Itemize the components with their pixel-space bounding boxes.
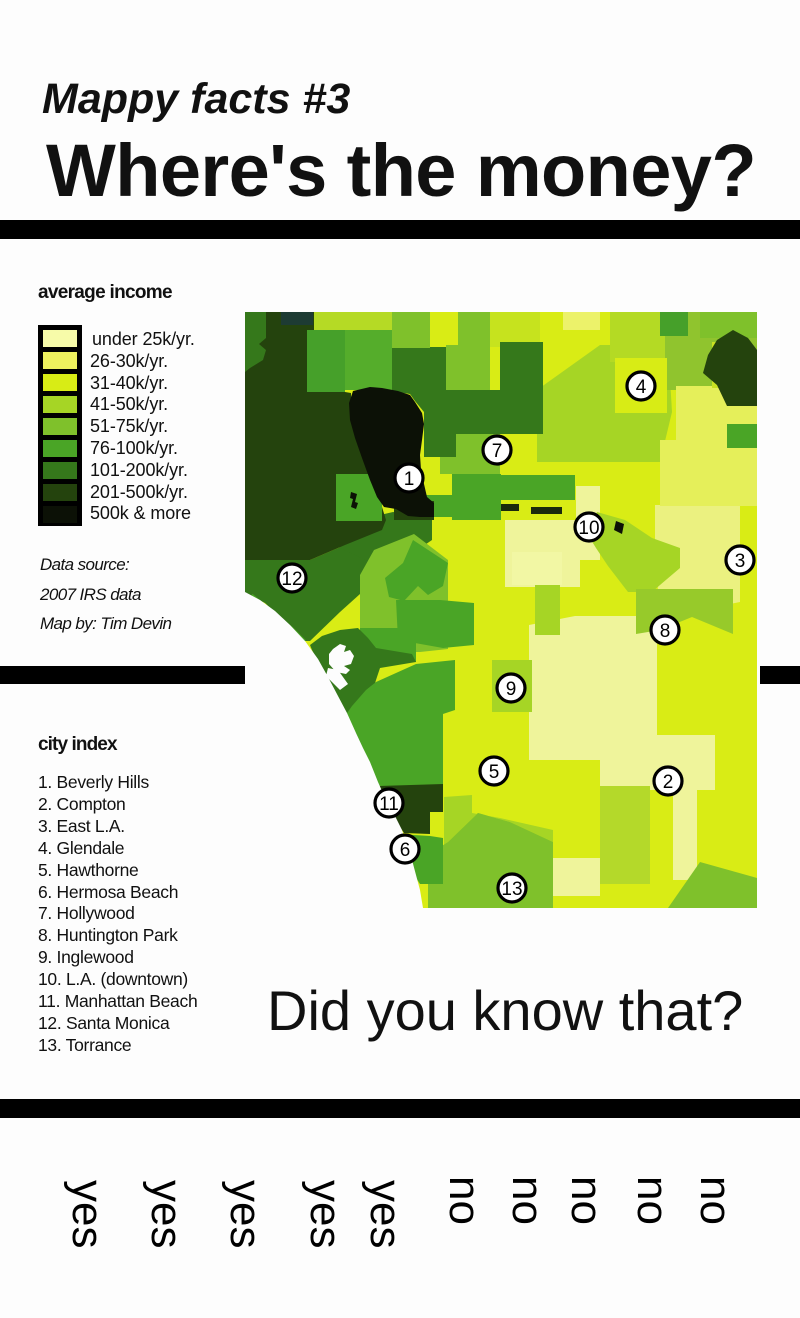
svg-text:10: 10: [578, 518, 599, 539]
svg-text:6: 6: [400, 840, 411, 861]
svg-text:11: 11: [379, 794, 399, 815]
svg-text:12: 12: [281, 569, 302, 590]
svg-text:1: 1: [404, 469, 415, 490]
svg-text:13: 13: [501, 879, 522, 900]
svg-text:4: 4: [636, 377, 647, 398]
svg-text:7: 7: [492, 441, 503, 462]
svg-text:8: 8: [660, 621, 671, 642]
svg-text:2: 2: [663, 772, 674, 793]
svg-text:9: 9: [506, 679, 517, 700]
svg-text:5: 5: [489, 762, 500, 783]
svg-text:3: 3: [735, 551, 746, 572]
